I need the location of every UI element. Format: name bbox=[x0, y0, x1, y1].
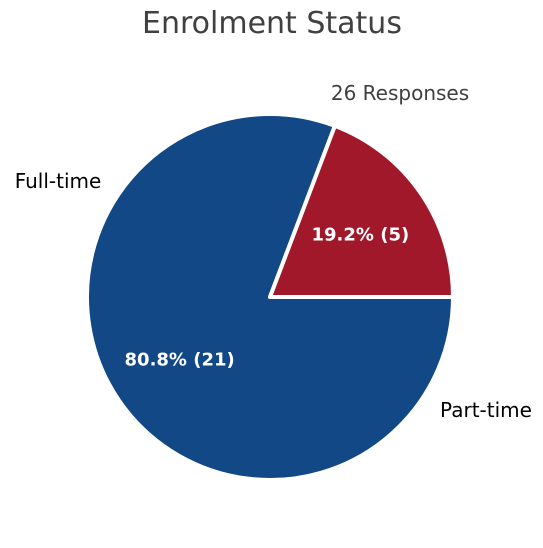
pie-slice-part-time bbox=[268, 123, 455, 299]
pie-labels: 80.8% (21) Full-time 19.2% (5) Part-time bbox=[15, 169, 532, 422]
chart-subtitle: 26 Responses bbox=[331, 81, 469, 105]
pie-category-label: Full-time bbox=[15, 169, 102, 193]
pie-category-label: Part-time bbox=[440, 398, 532, 422]
chart-title: Enrolment Status bbox=[142, 6, 402, 41]
pie-slices bbox=[85, 112, 455, 482]
pie-slice-full-time bbox=[85, 112, 455, 482]
pie-data-label: 19.2% (5) bbox=[312, 225, 410, 246]
pie-data-label: 80.8% (21) bbox=[125, 349, 235, 370]
